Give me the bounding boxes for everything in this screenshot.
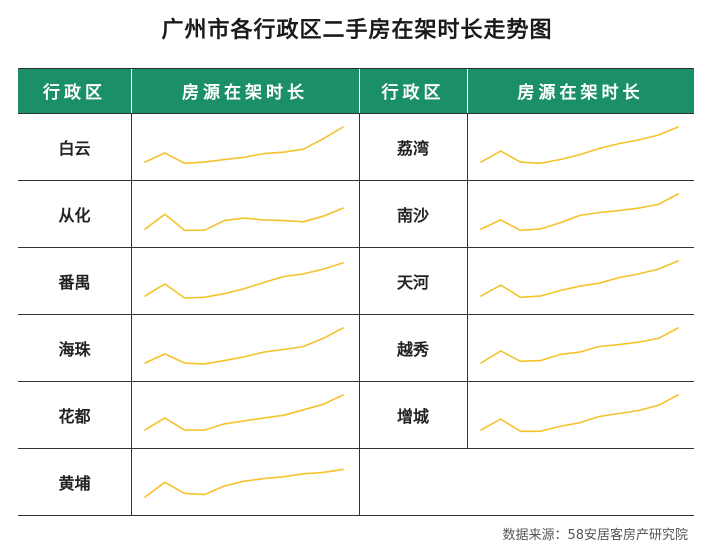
column-divider — [131, 113, 132, 515]
sparkline-5-line — [144, 394, 344, 431]
district-name: 天河 — [396, 272, 429, 292]
sparkline-7 — [480, 126, 679, 165]
sparkline-11 — [480, 394, 679, 433]
row-divider — [18, 180, 694, 181]
header-district-left: 行政区 — [43, 83, 106, 103]
header-right — [359, 68, 694, 113]
sparkline-2-line — [144, 207, 344, 232]
district-trend-table: 行政区 房源在架时长 行政区 房源在架时长 白云从化番禺海珠花都黄埔 荔湾南沙天河… — [18, 68, 694, 516]
sparkline-10 — [480, 327, 679, 364]
sparkline-4-line — [144, 327, 344, 365]
sparkline-9 — [480, 260, 679, 299]
district-name: 南沙 — [396, 205, 429, 225]
sparkline-9-line — [480, 260, 679, 299]
sparkline-8 — [480, 193, 679, 232]
table-top-border — [18, 68, 694, 69]
sparkline-7-line — [480, 126, 679, 165]
sparkline-11-line — [480, 394, 679, 433]
row-divider — [18, 113, 694, 114]
row-divider — [18, 515, 694, 516]
header-left — [18, 68, 359, 113]
sparkline-6 — [144, 468, 344, 498]
header-duration-left: 房源在架时长 — [182, 83, 308, 103]
sparkline-8-line — [480, 193, 679, 232]
row-divider — [18, 247, 694, 248]
sparkline-4 — [144, 327, 344, 365]
header-divider — [467, 68, 468, 113]
district-name: 增城 — [396, 406, 429, 426]
district-name: 荔湾 — [396, 138, 429, 158]
header-duration-right: 房源在架时长 — [517, 83, 644, 103]
sparkline-1 — [144, 126, 344, 165]
row-divider — [18, 448, 694, 449]
district-name: 白云 — [58, 138, 91, 158]
sparkline-5 — [144, 394, 344, 431]
sparkline-3 — [144, 262, 344, 299]
column-divider — [359, 113, 360, 515]
district-name: 黄埔 — [58, 473, 91, 493]
district-name: 从化 — [58, 205, 91, 225]
district-name: 海珠 — [58, 339, 91, 359]
source-note: 数据来源：58安居客房产研究院 — [502, 528, 688, 543]
district-name: 越秀 — [396, 339, 429, 359]
sparkline-1-line — [144, 126, 344, 165]
chart-title: 广州市各行政区二手房在架时长走势图 — [161, 18, 553, 43]
header-district-right: 行政区 — [381, 83, 445, 103]
row-divider — [18, 381, 694, 382]
header-divider — [359, 68, 360, 113]
sparkline-6-line — [144, 468, 344, 498]
header-divider — [131, 68, 132, 113]
district-name: 番禺 — [58, 272, 91, 292]
column-divider — [467, 113, 468, 448]
row-divider — [18, 314, 694, 315]
sparkline-2 — [144, 207, 344, 232]
sparkline-10-line — [480, 327, 679, 364]
sparkline-3-line — [144, 262, 344, 299]
district-name: 花都 — [58, 406, 91, 426]
